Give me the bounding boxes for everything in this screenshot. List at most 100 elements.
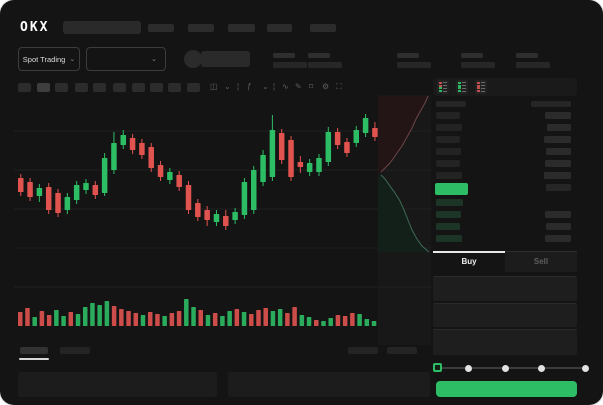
book-icon-line: [442, 85, 447, 87]
pair-coin-icon: [184, 50, 202, 68]
nav-item[interactable]: [228, 24, 255, 32]
ask-amount: [545, 112, 571, 119]
book-icon-cell: [477, 87, 480, 90]
nav-item[interactable]: [310, 24, 336, 32]
okx-logo[interactable]: OKX: [20, 20, 50, 35]
order-form-field[interactable]: [433, 303, 577, 327]
book-icon-row: [458, 87, 466, 90]
market-type-select[interactable]: Spot Trading ⌄: [18, 47, 80, 71]
indicators-icon[interactable]: ƒ: [247, 82, 252, 91]
bid-price[interactable]: [436, 199, 463, 206]
bid-amount: [545, 211, 571, 218]
slider-stop-dot[interactable]: [501, 364, 509, 372]
book-icon-line: [461, 90, 466, 92]
nav-item[interactable]: [188, 24, 214, 32]
nav-item[interactable]: [267, 24, 292, 32]
book-asks-icon[interactable]: [475, 80, 487, 94]
book-icon-line: [442, 87, 447, 89]
settings-icon[interactable]: ⚙: [322, 82, 330, 91]
book-bids-icon[interactable]: [456, 80, 468, 94]
ask-price[interactable]: [436, 148, 461, 155]
book-icon-cell: [439, 81, 442, 84]
candle-type-caret-icon[interactable]: ⌄: [224, 82, 231, 91]
ask-amount: [546, 148, 571, 155]
draw-tool-icon[interactable]: ✎: [295, 82, 302, 91]
book-icon-row: [458, 81, 466, 84]
last-price-highlight: [435, 183, 468, 195]
bottom-tab[interactable]: [348, 347, 378, 354]
pair-select[interactable]: ⌄: [86, 47, 166, 71]
book-icon-line: [480, 82, 485, 84]
indicators-caret-icon[interactable]: ⌄: [262, 82, 269, 91]
stat-value: [516, 62, 550, 68]
slider-stop-dot[interactable]: [581, 364, 589, 372]
timeframe-button[interactable]: [187, 83, 200, 92]
book-icon-row: [439, 84, 447, 87]
bid-price[interactable]: [436, 235, 462, 242]
book-icon-cell: [458, 81, 461, 84]
bottom-panel[interactable]: [18, 372, 217, 397]
tabbar-divider: [505, 251, 577, 252]
timeframe-button[interactable]: [113, 83, 126, 92]
bid-amount: [545, 235, 571, 242]
stat-label: [397, 53, 419, 58]
ask-price[interactable]: [436, 136, 460, 143]
ask-price[interactable]: [436, 160, 460, 167]
screenshot-icon[interactable]: ⌑: [309, 82, 314, 91]
fullscreen-icon[interactable]: ⛶: [336, 82, 342, 91]
book-icon-row: [439, 87, 447, 90]
ask-amount: [547, 124, 571, 131]
bid-price[interactable]: [436, 223, 460, 230]
nav-item[interactable]: [148, 24, 174, 32]
ask-amount: [544, 172, 571, 179]
slider-stop-dot[interactable]: [537, 364, 545, 372]
orderbook-header: [436, 101, 466, 107]
order-form-field[interactable]: [433, 329, 577, 355]
book-icon-line: [442, 90, 447, 92]
order-form-field[interactable]: [433, 276, 577, 301]
amount-slider-handle[interactable]: [433, 363, 442, 372]
orderbook-header: [531, 101, 571, 107]
book-combined-icon[interactable]: [437, 80, 449, 94]
bottom-tab[interactable]: [20, 347, 48, 354]
tab-buy[interactable]: Buy: [461, 257, 477, 266]
book-icon-cell: [439, 90, 442, 93]
toolbar-divider: ¦: [273, 82, 276, 91]
tab-sell[interactable]: Sell: [533, 257, 549, 266]
timeframe-button[interactable]: [93, 83, 106, 92]
slider-stop-dot[interactable]: [464, 364, 472, 372]
order-book: [433, 100, 577, 250]
buy-submit-button[interactable]: [436, 381, 577, 397]
timeframe-button[interactable]: [75, 83, 88, 92]
bottom-tab[interactable]: [60, 347, 90, 354]
book-icon-row: [477, 87, 485, 90]
timeframe-button[interactable]: [37, 83, 50, 92]
timeframe-button[interactable]: [168, 83, 181, 92]
bid-price[interactable]: [436, 211, 461, 218]
book-icon-cell: [477, 90, 480, 93]
ask-price[interactable]: [436, 124, 462, 131]
line-tool-icon[interactable]: ∿: [282, 82, 289, 91]
book-icon-line: [461, 85, 466, 87]
timeframe-button[interactable]: [55, 83, 68, 92]
bottom-tab[interactable]: [387, 347, 417, 354]
ask-amount: [545, 160, 571, 167]
search-input[interactable]: [63, 21, 141, 34]
candle-type-icon[interactable]: ◫: [210, 82, 218, 91]
timeframe-button[interactable]: [150, 83, 163, 92]
bottom-panel[interactable]: [228, 372, 430, 397]
timeframe-button[interactable]: [132, 83, 145, 92]
ask-price[interactable]: [436, 172, 462, 179]
amount-slider-track[interactable]: [438, 367, 585, 369]
stat-label: [273, 53, 295, 58]
book-icon-line: [442, 82, 447, 84]
book-icon-line: [480, 85, 485, 87]
stat-label: [516, 53, 538, 58]
book-icon-row: [458, 84, 466, 87]
stat-label: [461, 53, 483, 58]
timeframe-button[interactable]: [18, 83, 31, 92]
book-icon-cell: [439, 84, 442, 87]
bid-amount: [546, 223, 571, 230]
ask-price[interactable]: [436, 112, 460, 119]
